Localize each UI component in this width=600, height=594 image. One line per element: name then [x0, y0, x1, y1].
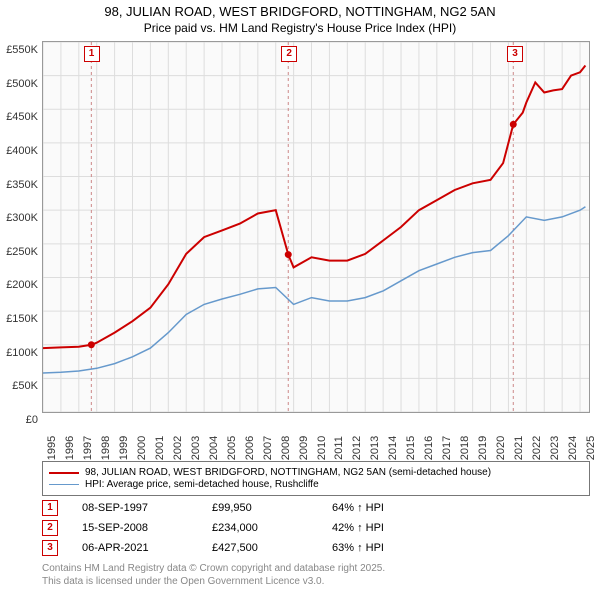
x-tick-label: 2021 [513, 436, 525, 460]
sale-hpi: 63% ↑ HPI [332, 542, 384, 554]
footer-attribution: Contains HM Land Registry data © Crown c… [42, 562, 590, 588]
y-tick-label: £250K [6, 246, 38, 258]
y-tick-label: £300K [6, 212, 38, 224]
plot-area: 1 2 3 [42, 41, 590, 413]
x-tick-label: 1996 [64, 436, 76, 460]
footer-line-1: Contains HM Land Registry data © Crown c… [42, 562, 590, 575]
y-tick-label: £100K [6, 347, 38, 359]
legend-item: 98, JULIAN ROAD, WEST BRIDGFORD, NOTTING… [49, 467, 583, 478]
sale-date: 08-SEP-1997 [82, 502, 212, 514]
x-tick-label: 2011 [333, 436, 345, 460]
sale-row: 2 15-SEP-2008£234,00042% ↑ HPI [42, 520, 590, 536]
x-tick-label: 1995 [46, 436, 58, 460]
x-tick-label: 2007 [262, 436, 274, 460]
sale-date: 15-SEP-2008 [82, 522, 212, 534]
x-tick-label: 2004 [208, 436, 220, 460]
x-tick-label: 2010 [316, 436, 328, 460]
x-tick-label: 2020 [495, 436, 507, 460]
sale-row-marker: 1 [42, 500, 58, 516]
legend-label: 98, JULIAN ROAD, WEST BRIDGFORD, NOTTING… [85, 467, 491, 478]
chart-container: 98, JULIAN ROAD, WEST BRIDGFORD, NOTTING… [0, 4, 600, 588]
y-tick-label: £550K [6, 44, 38, 56]
sale-price: £99,950 [212, 502, 332, 514]
x-tick-label: 2000 [136, 436, 148, 460]
sale-row: 1 08-SEP-1997£99,95064% ↑ HPI [42, 500, 590, 516]
footer-line-2: This data is licensed under the Open Gov… [42, 575, 590, 588]
x-tick-label: 2009 [298, 436, 310, 460]
y-tick-label: £500K [6, 78, 38, 90]
sale-row: 3 06-APR-2021£427,50063% ↑ HPI [42, 540, 590, 556]
y-tick-label: £50K [12, 380, 38, 392]
sale-row-marker: 2 [42, 520, 58, 536]
legend-item: HPI: Average price, semi-detached house,… [49, 479, 583, 490]
sale-marker-1: 1 [84, 46, 100, 62]
sale-marker-3: 3 [507, 46, 523, 62]
x-tick-label: 2016 [423, 436, 435, 460]
x-tick-label: 2025 [585, 436, 597, 460]
y-tick-label: £450K [6, 111, 38, 123]
x-tick-label: 2014 [387, 436, 399, 460]
legend-box: 98, JULIAN ROAD, WEST BRIDGFORD, NOTTING… [42, 461, 590, 496]
y-tick-label: £0 [26, 414, 38, 426]
legend-swatch [49, 484, 79, 485]
x-tick-label: 2024 [567, 436, 579, 460]
x-tick-label: 2019 [477, 436, 489, 460]
chart-subtitle: Price paid vs. HM Land Registry's House … [0, 21, 600, 35]
y-axis-labels: £0£50K£100K£150K£200K£250K£300K£350K£400… [0, 50, 40, 420]
x-tick-label: 2002 [172, 436, 184, 460]
x-tick-label: 2013 [369, 436, 381, 460]
x-tick-label: 2012 [351, 436, 363, 460]
y-tick-label: £350K [6, 179, 38, 191]
legend-swatch [49, 472, 79, 474]
x-tick-label: 1998 [100, 436, 112, 460]
sale-row-marker: 3 [42, 540, 58, 556]
y-tick-label: £150K [6, 313, 38, 325]
sale-price: £427,500 [212, 542, 332, 554]
x-tick-label: 2008 [280, 436, 292, 460]
x-tick-label: 2018 [459, 436, 471, 460]
x-tick-label: 2023 [549, 436, 561, 460]
sales-table: 1 08-SEP-1997£99,95064% ↑ HPI 2 15-SEP-2008… [42, 500, 590, 556]
x-tick-label: 2017 [441, 436, 453, 460]
x-tick-label: 2005 [226, 436, 238, 460]
sale-hpi: 64% ↑ HPI [332, 502, 384, 514]
plot-svg [43, 42, 589, 412]
legend-label: HPI: Average price, semi-detached house,… [85, 479, 319, 490]
sale-hpi: 42% ↑ HPI [332, 522, 384, 534]
x-tick-label: 2022 [531, 436, 543, 460]
x-tick-label: 2003 [190, 436, 202, 460]
y-tick-label: £400K [6, 145, 38, 157]
y-tick-label: £200K [6, 279, 38, 291]
x-tick-label: 2006 [244, 436, 256, 460]
sale-date: 06-APR-2021 [82, 542, 212, 554]
x-tick-label: 2015 [405, 436, 417, 460]
sale-marker-2: 2 [281, 46, 297, 62]
x-axis-labels: 1995199619971998199920002001200220032004… [42, 413, 590, 455]
x-tick-label: 2001 [154, 436, 166, 460]
sale-price: £234,000 [212, 522, 332, 534]
x-tick-label: 1999 [118, 436, 130, 460]
x-tick-label: 1997 [82, 436, 94, 460]
chart-title: 98, JULIAN ROAD, WEST BRIDGFORD, NOTTING… [0, 4, 600, 19]
